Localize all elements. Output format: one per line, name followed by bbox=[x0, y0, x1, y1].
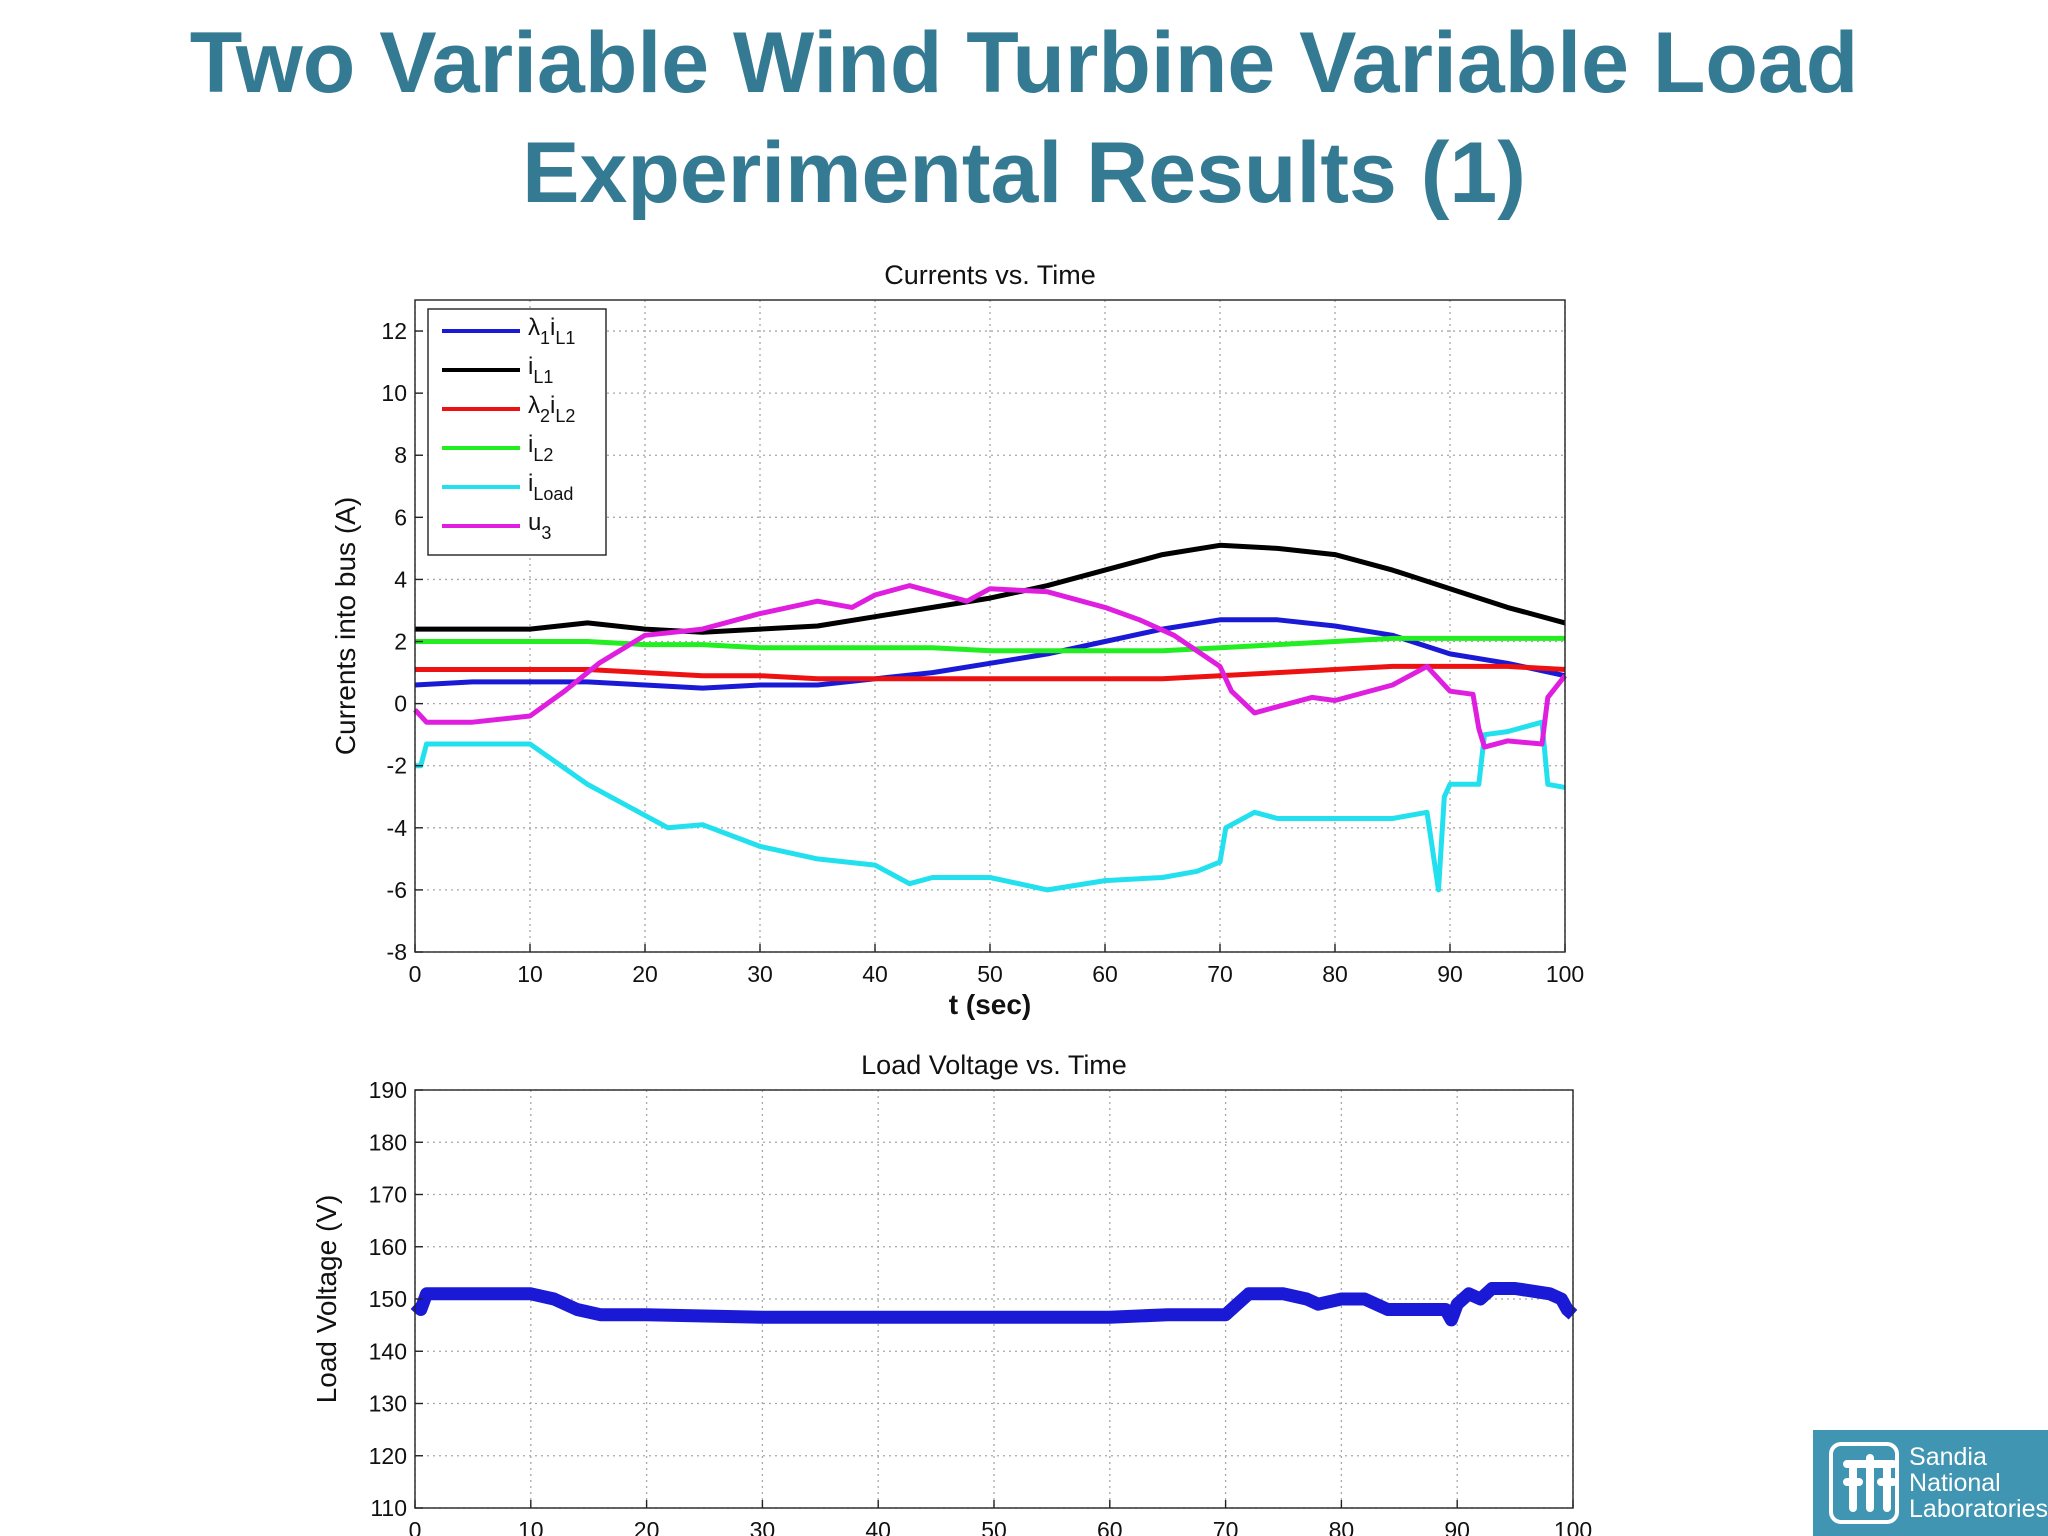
y-tick-label: 0 bbox=[394, 691, 407, 717]
y-tick-label: 160 bbox=[369, 1234, 407, 1260]
x-tick-label: 90 bbox=[1437, 961, 1463, 987]
x-tick-label: 100 bbox=[1554, 1517, 1592, 1536]
series-line-iload bbox=[415, 719, 1566, 893]
y-tick-label: 180 bbox=[369, 1129, 407, 1155]
x-tick-label: 10 bbox=[518, 1517, 544, 1536]
y-tick-label: 120 bbox=[369, 1443, 407, 1469]
currents-vs-time-chart: 0 10 20 30 40 50 60 70 80 90 100 -8 -6 -4 -2 0 2 4 6 8 10 12 C… bbox=[330, 260, 1584, 1020]
logo-line-1: Sandia bbox=[1909, 1443, 1987, 1471]
legend-entry-2il2: λ2iL2 bbox=[528, 392, 575, 426]
legend-entry-il1: iL1 bbox=[528, 353, 553, 387]
series-line-0 bbox=[410, 1282, 1578, 1327]
y-tick-label: -8 bbox=[387, 939, 407, 965]
slide-title-line-1: Two Variable Wind Turbine Variable Load bbox=[189, 15, 1859, 111]
y-tick-label: 2 bbox=[394, 629, 407, 655]
sandia-thunderbird-icon bbox=[1829, 1442, 1900, 1524]
y-tick-label: 110 bbox=[370, 1495, 407, 1521]
load-voltage-vs-time-chart: 0 10 20 30 40 50 60 70 80 90 100 110 120 130 140 150 160… bbox=[311, 1050, 1592, 1536]
legend: λ1iL1 iL1 λ2iL2 iL2 iLoad u3 bbox=[427, 308, 607, 556]
series-line-il1 bbox=[415, 542, 1566, 635]
y-tick-label: 140 bbox=[369, 1338, 407, 1364]
y-tick-label: 10 bbox=[381, 380, 407, 406]
y-tick-label: 12 bbox=[381, 318, 407, 344]
x-tick-label: 70 bbox=[1207, 961, 1233, 987]
legend-entry-il2: iL2 bbox=[528, 431, 553, 465]
y-tick-label: -4 bbox=[387, 815, 408, 841]
x-tick-label: 50 bbox=[981, 1517, 1007, 1536]
x-tick-label: 40 bbox=[862, 961, 888, 987]
y-tick-label: 4 bbox=[394, 566, 407, 592]
legend-entry-iload: iLoad bbox=[528, 470, 573, 504]
x-tick-label: 40 bbox=[865, 1517, 891, 1536]
x-tick-label: 20 bbox=[634, 1517, 660, 1536]
x-tick-label: 100 bbox=[1546, 961, 1584, 987]
y-axis-label: Currents into bus (A) bbox=[330, 497, 361, 755]
x-tick-label: 60 bbox=[1092, 961, 1118, 987]
x-tick-label: 80 bbox=[1329, 1517, 1355, 1536]
series-line-u3 bbox=[413, 583, 1567, 750]
y-tick-label: 170 bbox=[369, 1182, 407, 1208]
chart-title: Load Voltage vs. Time bbox=[861, 1050, 1127, 1080]
series-line-il2 bbox=[415, 635, 1565, 654]
slide-title-line-2: Experimental Results (1) bbox=[522, 125, 1526, 221]
x-tick-label: 0 bbox=[409, 1517, 422, 1536]
y-tick-label: 130 bbox=[369, 1391, 407, 1417]
x-tick-label: 80 bbox=[1322, 961, 1348, 987]
x-tick-label: 10 bbox=[517, 961, 543, 987]
y-tick-label: 150 bbox=[369, 1286, 407, 1312]
x-tick-label: 70 bbox=[1213, 1517, 1239, 1536]
x-tick-label: 20 bbox=[632, 961, 658, 987]
x-tick-label: 50 bbox=[977, 961, 1003, 987]
y-tick-label: -2 bbox=[387, 753, 407, 779]
y-tick-label: 8 bbox=[394, 442, 407, 468]
slide-title: Two Variable Wind Turbine Variable Load … bbox=[0, 8, 2048, 228]
x-axis-label: t (sec) bbox=[949, 989, 1031, 1020]
x-tick-label: 0 bbox=[409, 961, 422, 987]
x-tick-label: 90 bbox=[1444, 1517, 1470, 1536]
logo-line-3: Laboratories bbox=[1909, 1495, 2048, 1523]
series-line-2il2 bbox=[415, 663, 1566, 682]
x-tick-label: 30 bbox=[747, 961, 773, 987]
x-tick-label: 30 bbox=[750, 1517, 776, 1536]
logo-line-2: National bbox=[1909, 1469, 2001, 1497]
logo-lettering: Sandia National Laboratories bbox=[1909, 1444, 2048, 1522]
y-axis-label: Load Voltage (V) bbox=[311, 1195, 342, 1404]
legend-box bbox=[427, 308, 607, 556]
y-tick-label: 190 bbox=[369, 1077, 407, 1103]
legend-entry-1il1: λ1iL1 bbox=[528, 314, 575, 348]
series-line-1il1 bbox=[414, 617, 1566, 691]
y-tick-label: 6 bbox=[394, 504, 407, 530]
x-tick-label: 60 bbox=[1097, 1517, 1123, 1536]
legend-entry-u3: u3 bbox=[528, 509, 551, 543]
y-tick-label: -6 bbox=[387, 877, 407, 903]
sandia-logo: Sandia National Laboratories bbox=[1813, 1430, 2048, 1536]
chart-title: Currents vs. Time bbox=[884, 260, 1096, 290]
